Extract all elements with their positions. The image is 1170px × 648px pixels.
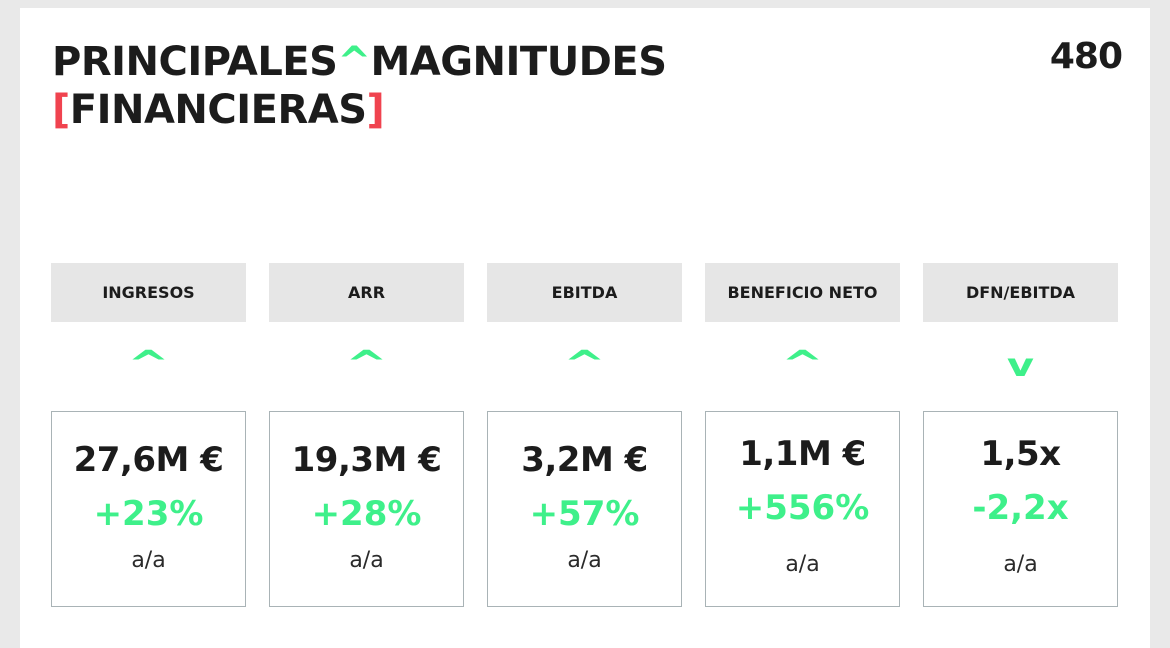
title-line-2: [FINANCIERAS] [52,86,667,134]
metric-value: 3,2M € [521,440,648,480]
up-caret-icon: ^ [563,344,606,385]
metric-header-dfn-ebitda: DFN/EBITDA [923,263,1118,322]
title-line-1: PRINCIPALES^MAGNITUDES [52,38,667,86]
metric-unit: a/a [349,548,384,573]
metric-header-beneficio-neto: BENEFICIO NETO [705,263,900,322]
metric-header-ebitda: EBITDA [487,263,682,322]
page-number: 480 [1049,36,1123,77]
metric-box-arr: 19,3M € +28% a/a [269,411,464,607]
metric-unit: a/a [131,548,166,573]
metric-change: +23% [93,494,204,534]
metric-unit: a/a [1003,552,1038,577]
metric-change: -2,2x [972,488,1069,528]
page-title: PRINCIPALES^MAGNITUDES [FINANCIERAS] [52,38,667,134]
metric-box-ingresos: 27,6M € +23% a/a [51,411,246,607]
metric-unit: a/a [785,552,820,577]
metric-box-beneficio-neto: 1,1M € +556% a/a [705,411,900,607]
metric-unit: a/a [567,548,602,573]
title-word-principales: PRINCIPALES [52,39,338,85]
metric-value: 1,5x [980,434,1061,474]
up-caret-icon: ^ [781,344,824,385]
metric-value: 19,3M € [291,440,442,480]
metric-change: +57% [529,494,640,534]
title-word-magnitudes: MAGNITUDES [370,39,667,85]
metric-value: 27,6M € [73,440,224,480]
title-caret: ^ [337,39,371,85]
title-bracket-open: [ [52,87,70,133]
metric-header-arr: ARR [269,263,464,322]
metric-change: +28% [311,494,422,534]
metric-box-dfn-ebitda: 1,5x -2,2x a/a [923,411,1118,607]
metric-change: +556% [735,488,870,528]
title-bracket-close: ] [366,87,385,133]
metric-value: 1,1M € [739,434,866,474]
up-caret-icon: ^ [127,344,170,385]
up-caret-icon: ^ [345,344,388,385]
title-word-financieras: FINANCIERAS [69,87,367,133]
metric-box-ebitda: 3,2M € +57% a/a [487,411,682,607]
down-caret-icon: v [1006,346,1035,384]
metric-header-ingresos: INGRESOS [51,263,246,322]
